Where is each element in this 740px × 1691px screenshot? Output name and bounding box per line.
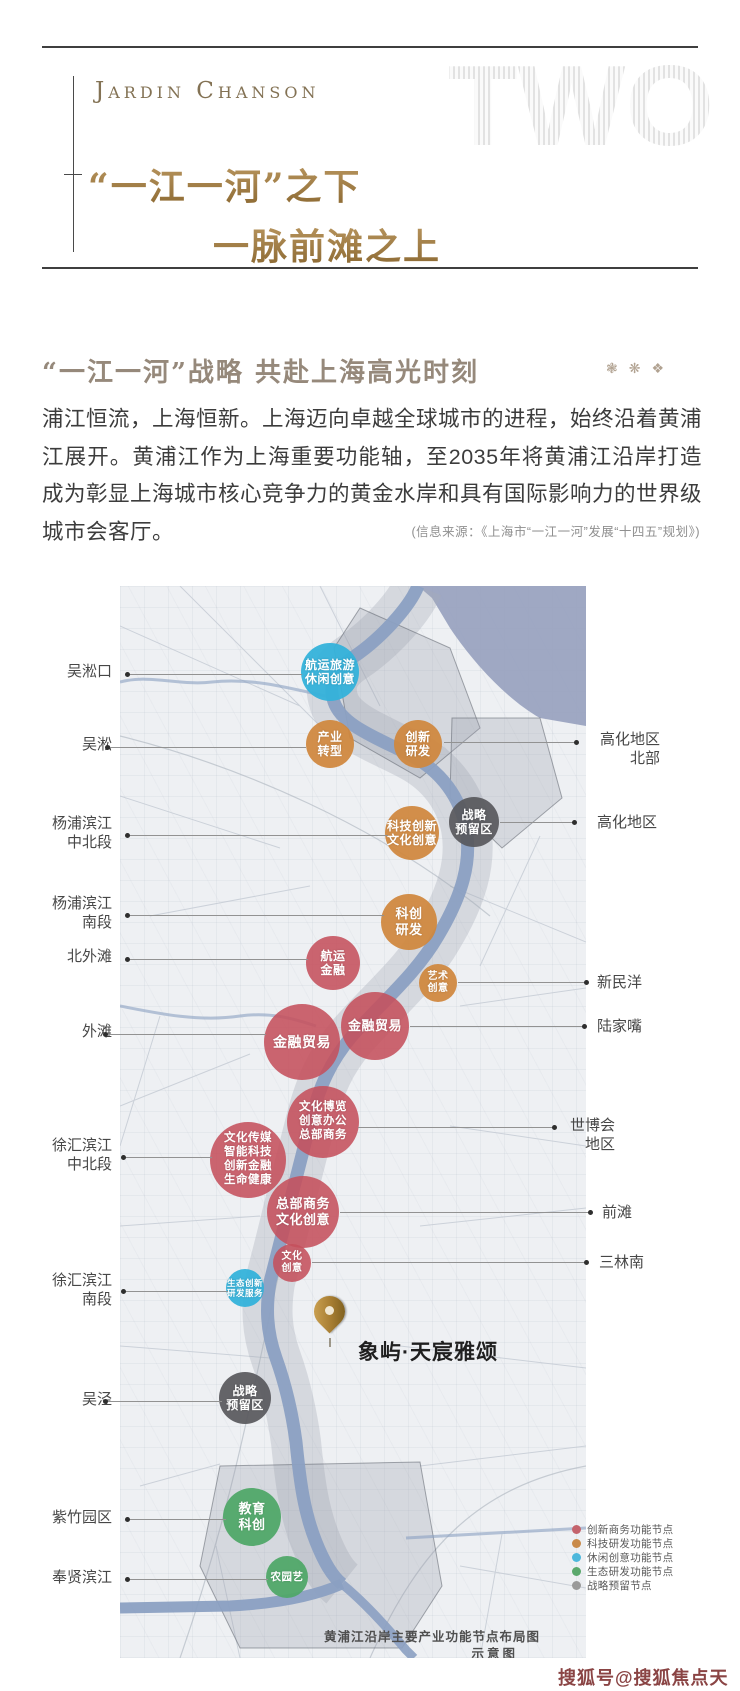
leader-line	[125, 957, 308, 962]
location-pin-icon	[307, 1289, 352, 1347]
map-label-left: 紫竹园区	[51, 1509, 112, 1526]
legend-item: 科技研发功能节点	[572, 1537, 674, 1550]
map-label-right: 新民洋	[597, 974, 643, 991]
map-label-right: 世博会 地区	[569, 1117, 615, 1153]
pin-stem	[329, 1338, 331, 1347]
map-label-left: 徐汇滨江 中北段	[51, 1137, 112, 1173]
source-note: (信息来源：《上海市“一江一河”发展“十四五”规划》)	[411, 525, 700, 539]
map-label-left: 北外滩	[66, 948, 112, 965]
header-vertical-line	[73, 76, 74, 252]
map-node: 金融贸易	[264, 1004, 340, 1080]
legend-dot-icon	[572, 1524, 581, 1534]
leader-line	[444, 740, 579, 745]
chapter-watermark: TWO	[448, 43, 714, 170]
page-title-line2: 一脉前滩之上	[213, 218, 441, 270]
ornament-row: ❃ ❋ ❖	[606, 360, 664, 377]
leader-line	[500, 820, 577, 825]
legend-label: 创新商务功能节点	[587, 1523, 674, 1536]
map-node: 文化 创意	[273, 1244, 311, 1282]
map-node: 文化传媒 智能科技 创新金融 生命健康	[210, 1122, 286, 1198]
leader-line	[121, 1155, 212, 1160]
legend-dot-icon	[572, 1580, 581, 1590]
header-bottom-rule	[42, 267, 698, 269]
map-label-left: 杨浦滨江 中北段	[51, 815, 112, 851]
legend-label: 战略预留节点	[587, 1579, 652, 1592]
section-heading: “一江一河”战略 共赴上海高光时刻	[42, 358, 479, 388]
map-node: 航运旅游 休闲创意	[301, 643, 359, 701]
map-node: 科创 研发	[381, 894, 437, 950]
legend-item: 休闲创意功能节点	[572, 1551, 674, 1564]
leader-line	[340, 1210, 593, 1215]
body-paragraph: 浦江恒流，上海恒新。上海迈向卓越全球城市的进程，始终沿着黄浦江展开。黄浦江作为上…	[42, 407, 703, 544]
map-node: 文化博览 创意办公 总部商务	[287, 1086, 359, 1158]
leader-line	[312, 1260, 589, 1265]
map-node: 战略 预留区	[449, 797, 499, 847]
map-node: 科技创新 文化创意	[385, 806, 439, 860]
sohu-watermark: 搜狐号@搜狐焦点天门站	[558, 1668, 729, 1688]
map-label-left: 奉贤滨江	[51, 1569, 112, 1586]
legend-dot-icon	[572, 1538, 581, 1548]
legend-item: 创新商务功能节点	[572, 1523, 674, 1536]
legend-label: 休闲创意功能节点	[587, 1551, 674, 1564]
leader-line	[410, 1024, 587, 1029]
legend-label: 科技研发功能节点	[587, 1537, 674, 1550]
map-node: 产业 转型	[306, 720, 354, 768]
map-label-right: 高化地区 北部	[599, 731, 660, 767]
ornament-seal-icon: ❋	[628, 360, 641, 376]
huangpu-river-map: 航运旅游 休闲创意 产业 转型 创新 研发 科技创新 文化创意 战略 预留区 科…	[120, 586, 586, 1658]
leader-line	[125, 672, 302, 677]
map-node: 航运 金融	[306, 936, 360, 990]
map-label-right: 前滩	[602, 1204, 633, 1221]
map-label-left: 外滩	[81, 1023, 112, 1040]
leader-line	[125, 1517, 226, 1522]
brand-logo: Jardin Chanson	[95, 78, 320, 104]
leader-line	[458, 980, 589, 985]
map-label-right: 高化地区	[597, 814, 658, 831]
legend-dot-icon	[572, 1552, 581, 1562]
leader-line	[121, 1289, 228, 1294]
leader-line	[358, 1125, 557, 1130]
leader-line	[103, 1032, 266, 1037]
legend-item: 生态研发功能节点	[572, 1565, 674, 1578]
map-legend: 创新商务功能节点 科技研发功能节点 休闲创意功能节点 生态研发功能节点 战略预留…	[572, 1524, 673, 1594]
ornament-seal-icon: ❃	[606, 360, 618, 376]
leader-line	[103, 1399, 222, 1404]
map-label-right: 陆家嘴	[597, 1018, 643, 1035]
map-label-right: 三林南	[599, 1254, 645, 1271]
legend-item: 战略预留节点	[572, 1579, 673, 1592]
leader-line	[125, 833, 388, 838]
map-caption: 黄浦江沿岸主要产业功能节点布局图	[323, 1630, 540, 1644]
map-node: 生态创新 研发服务	[226, 1269, 264, 1307]
page-title-line1: “一江一河”之下	[88, 158, 361, 210]
header-tick	[64, 174, 82, 175]
map-label-left: 杨浦滨江 南段	[51, 895, 112, 931]
legend-dot-icon	[572, 1566, 581, 1576]
map-node: 教育 科创	[223, 1488, 281, 1546]
top-rule	[42, 46, 698, 48]
leader-line	[125, 1577, 268, 1582]
map-node: 农园艺	[266, 1556, 308, 1598]
map-graphic	[120, 586, 586, 1658]
map-node: 创新 研发	[394, 720, 442, 768]
map-caption-subtitle: 示意图	[471, 1647, 518, 1658]
map-label-left: 吴淞	[81, 736, 112, 753]
pin-hole	[325, 1306, 334, 1315]
map-label-left: 徐汇滨江 南段	[51, 1272, 112, 1308]
map-label-left: 吴泾	[81, 1391, 112, 1408]
project-name-label: 象屿·天宸雅颂	[358, 1341, 498, 1364]
leader-line	[105, 745, 306, 750]
map-node: 总部商务 文化创意	[267, 1176, 339, 1248]
map-label-left: 吴淞口	[66, 663, 112, 680]
leader-line	[125, 913, 384, 918]
ornament-seal-icon: ❖	[651, 360, 665, 376]
map-node: 金融贸易	[341, 992, 409, 1060]
map-node: 战略 预留区	[219, 1372, 271, 1424]
legend-label: 生态研发功能节点	[587, 1565, 674, 1578]
map-node: 艺术 创意	[419, 964, 457, 1002]
